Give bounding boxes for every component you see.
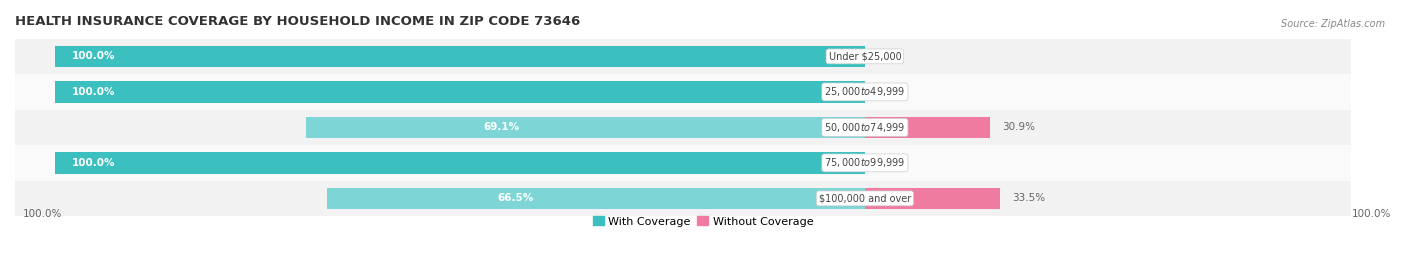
Text: $75,000 to $99,999: $75,000 to $99,999 — [824, 156, 905, 169]
Text: $100,000 and over: $100,000 and over — [818, 193, 911, 203]
Bar — [55, 81, 865, 102]
Text: 0.0%: 0.0% — [877, 87, 903, 97]
Text: 100.0%: 100.0% — [22, 209, 62, 219]
Text: 69.1%: 69.1% — [484, 122, 519, 132]
Bar — [55, 152, 865, 174]
Bar — [55, 46, 865, 67]
Text: 100.0%: 100.0% — [72, 87, 115, 97]
Text: $25,000 to $49,999: $25,000 to $49,999 — [824, 85, 905, 98]
Bar — [865, 117, 990, 138]
Text: Source: ZipAtlas.com: Source: ZipAtlas.com — [1281, 19, 1385, 29]
Bar — [326, 188, 865, 209]
Bar — [15, 145, 1351, 181]
Text: 100.0%: 100.0% — [1351, 209, 1391, 219]
Text: 100.0%: 100.0% — [72, 158, 115, 168]
Bar — [15, 74, 1351, 110]
Bar — [305, 117, 865, 138]
Text: 66.5%: 66.5% — [496, 193, 533, 203]
Bar — [15, 110, 1351, 145]
Text: $50,000 to $74,999: $50,000 to $74,999 — [824, 121, 905, 134]
Text: 0.0%: 0.0% — [877, 158, 903, 168]
Text: 33.5%: 33.5% — [1012, 193, 1046, 203]
Text: 100.0%: 100.0% — [72, 51, 115, 61]
Text: HEALTH INSURANCE COVERAGE BY HOUSEHOLD INCOME IN ZIP CODE 73646: HEALTH INSURANCE COVERAGE BY HOUSEHOLD I… — [15, 15, 581, 28]
Bar — [15, 39, 1351, 74]
Text: 30.9%: 30.9% — [1002, 122, 1035, 132]
Text: Under $25,000: Under $25,000 — [828, 51, 901, 61]
Legend: With Coverage, Without Coverage: With Coverage, Without Coverage — [588, 212, 818, 231]
Bar — [865, 188, 1001, 209]
Text: 0.0%: 0.0% — [877, 51, 903, 61]
Bar — [15, 181, 1351, 216]
